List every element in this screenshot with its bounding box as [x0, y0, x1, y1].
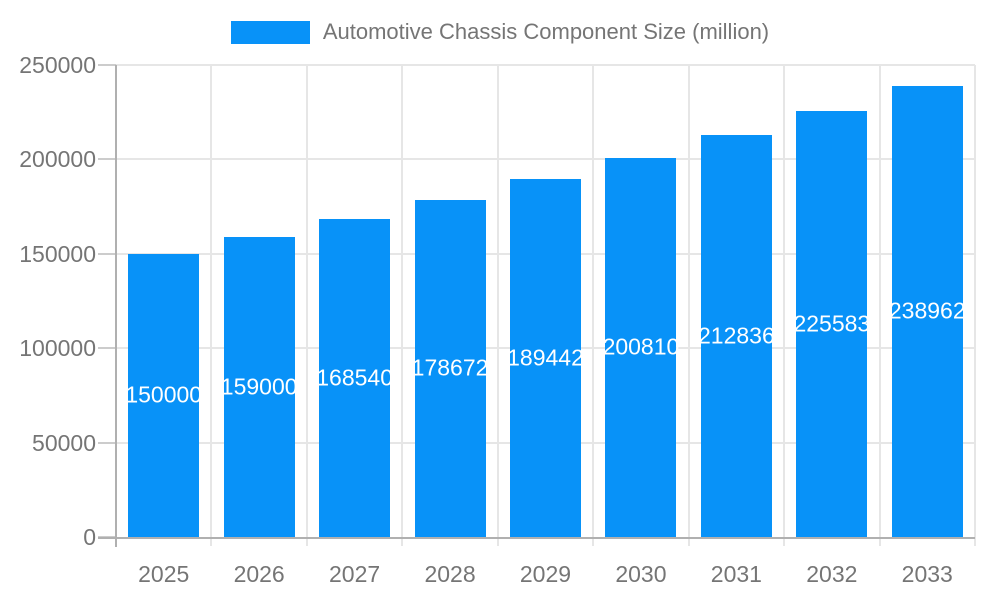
- x-axis-tick-label: 2030: [615, 561, 667, 587]
- bar-value-label: 238962: [888, 297, 966, 324]
- x-gridline: [210, 65, 213, 546]
- x-gridline: [305, 65, 308, 546]
- x-gridline: [974, 65, 976, 546]
- y-axis-tick-label: 0: [83, 524, 96, 550]
- x-axis-tick-label: 2025: [138, 561, 190, 587]
- y-axis-tick-label: 200000: [19, 146, 96, 173]
- x-gridline: [496, 65, 499, 546]
- bar-2026[interactable]: 159000: [220, 236, 298, 537]
- x-gridline: [878, 65, 881, 546]
- plot-area: 150000 159000 168540 178672 189442 200810 2128…: [116, 64, 975, 537]
- bar-2029[interactable]: 189442: [507, 179, 584, 537]
- bar-value-label: 200810: [602, 333, 680, 360]
- x-axis-tick-label: 2026: [233, 561, 285, 587]
- x-gridline: [401, 65, 404, 546]
- x-gridline: [783, 65, 786, 546]
- bar-2033[interactable]: 238962: [888, 85, 966, 537]
- x-axis-tick-label: 2029: [519, 561, 572, 587]
- bar-value-label: 189442: [507, 344, 584, 371]
- y-axis-tick-label: 150000: [19, 240, 96, 267]
- bar-value-label: 159000: [220, 373, 298, 400]
- x-axis-tick-label: 2033: [901, 561, 953, 587]
- x-gridline: [592, 65, 595, 546]
- legend-label: Automotive Chassis Component Size (milli…: [322, 19, 770, 44]
- bar-2031[interactable]: 212836: [698, 135, 775, 537]
- y-axis-tick-mark: [98, 64, 116, 66]
- legend-swatch: [230, 20, 310, 44]
- y-axis-tick-mark: [98, 158, 116, 161]
- y-gridline: [116, 64, 975, 66]
- x-axis-tick-label: 2032: [806, 561, 858, 587]
- x-axis-tick-label: 2031: [710, 561, 762, 587]
- y-gridline: [116, 158, 975, 161]
- y-axis-tick-mark: [98, 441, 116, 444]
- bar-2030[interactable]: 200810: [603, 157, 679, 537]
- bar-value-label: 212836: [698, 322, 775, 349]
- bar-value-label: 225583: [793, 310, 871, 337]
- bar-value-label: 168540: [316, 364, 393, 391]
- x-axis-line: [98, 537, 975, 539]
- bar-2025[interactable]: 150000: [125, 253, 203, 537]
- legend[interactable]: Automotive Chassis Component Size (milli…: [0, 19, 1000, 45]
- y-axis-tick-label: 50000: [32, 429, 96, 456]
- x-axis-tick-label: 2027: [329, 561, 381, 587]
- bar-value-label: 178672: [411, 354, 489, 381]
- y-axis-tick-mark: [98, 252, 116, 255]
- bar-value-label: 150000: [125, 381, 203, 408]
- y-axis-tick-mark: [98, 347, 116, 350]
- x-gridline: [687, 65, 690, 546]
- bar-2027[interactable]: 168540: [316, 218, 393, 537]
- y-axis-line: [115, 65, 117, 547]
- x-axis-tick-label: 2028: [424, 561, 476, 587]
- bar-2028[interactable]: 178672: [411, 199, 489, 537]
- y-axis-tick-label: 250000: [19, 52, 96, 78]
- bar-2032[interactable]: 225583: [793, 111, 871, 537]
- y-axis-tick-label: 100000: [19, 335, 96, 362]
